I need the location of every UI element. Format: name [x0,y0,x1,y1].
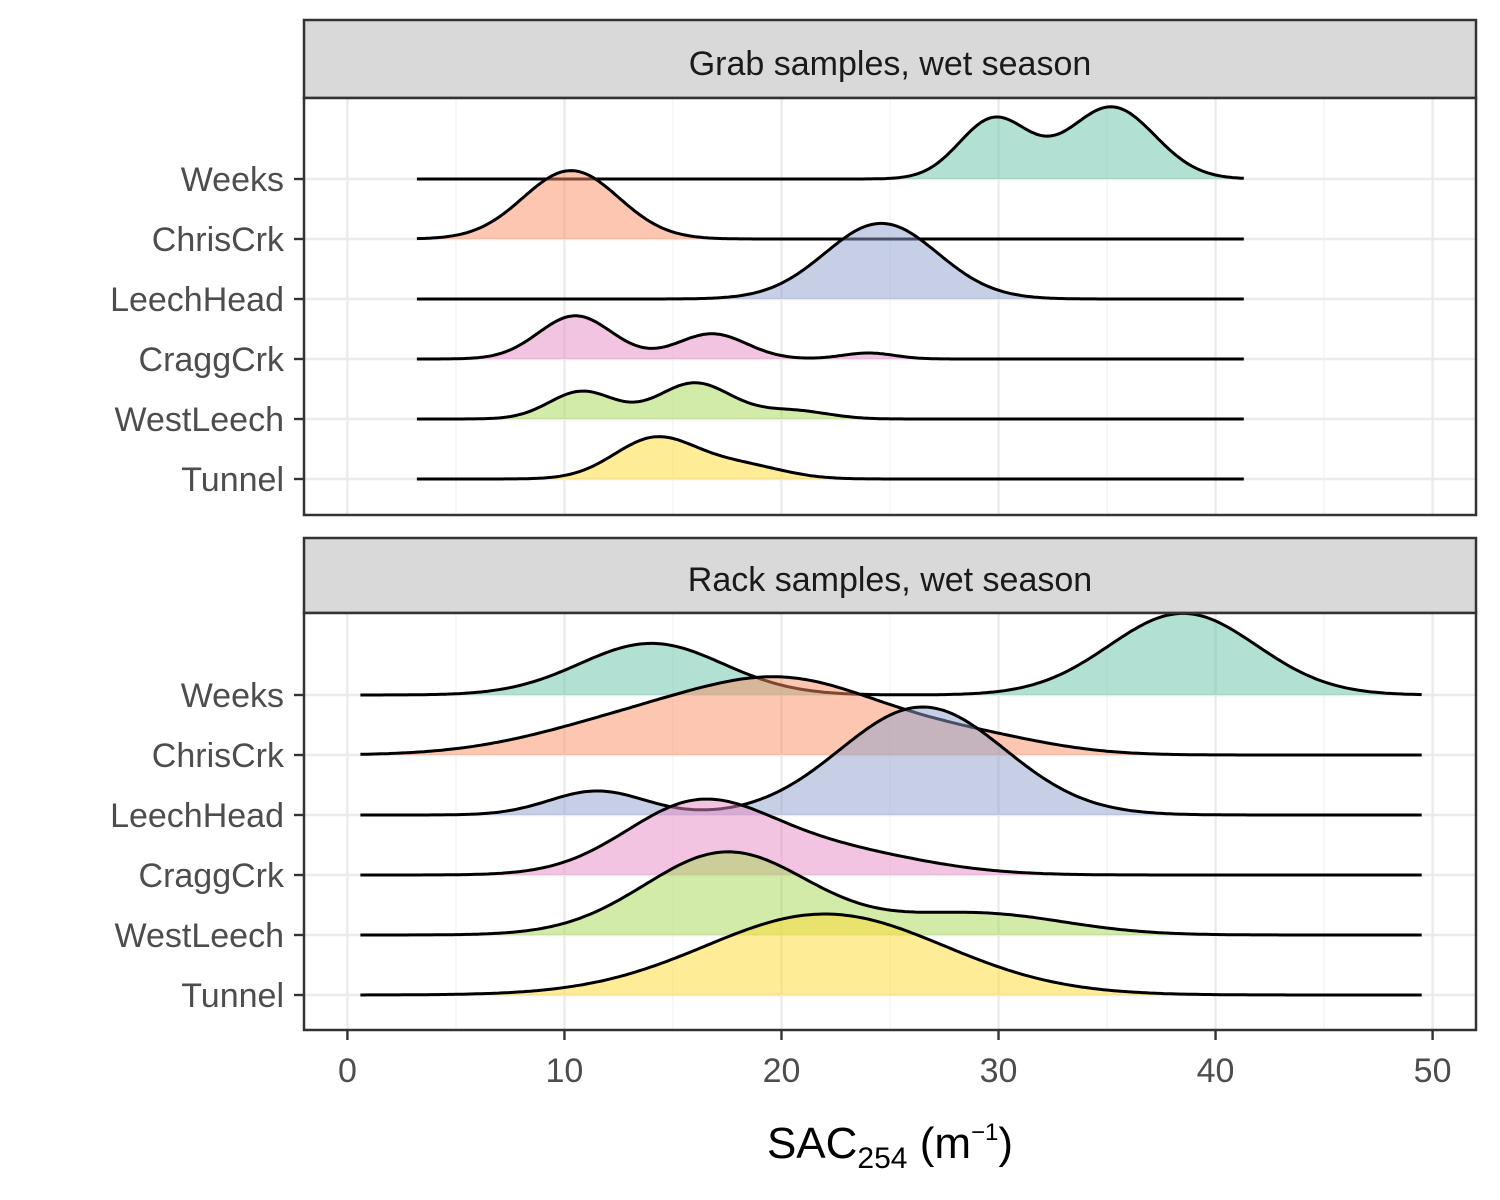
ridge-fill-westleech [416,382,1244,419]
x-tick-label: 10 [546,1052,584,1090]
ridge-line-chriscrk [360,675,1422,757]
ridge-fill-leechhead [360,707,1422,815]
ridge-line-leechhead [360,705,1422,817]
density-ridges [360,611,1422,997]
x-tick-label: 20 [763,1052,801,1090]
x-axis-title-unit-close: ) [998,1119,1013,1168]
ridge-fill-westleech [360,851,1422,935]
y-tick-label-weeks: Weeks [181,677,284,715]
ridge-line-chriscrk [416,169,1244,241]
x-axis-title-unit-open: (m [907,1119,971,1168]
ridge-fill-leechhead [416,223,1244,299]
x-tick-label: 30 [980,1052,1018,1090]
y-tick-label-leechhead: LeechHead [110,797,284,835]
y-tick-label-chriscrk: ChrisCrk [152,221,285,259]
x-axis-title: SAC254 (m−1) [767,1119,1013,1175]
y-tick-label-craggcrk: CraggCrk [139,341,285,379]
panel-title: Grab samples, wet season [689,45,1092,83]
y-tick-label-tunnel: Tunnel [181,461,284,499]
panel-grab-samples: Grab samples, wet season Tunnel WestLeech… [110,18,1478,517]
ridge-line-tunnel [360,912,1422,997]
density-ridges [416,105,1244,481]
ridge-line-westleech [360,850,1422,937]
y-axis: Tunnel WestLeech CraggCrk LeechHead ChrisCrk… [110,161,304,499]
ridge-fill-tunnel [360,914,1422,995]
x-axis-title-base: SAC [767,1119,857,1168]
x-tick-label: 40 [1197,1052,1235,1090]
y-tick-label-craggcrk: CraggCrk [139,857,285,895]
y-tick-label-tunnel: Tunnel [181,977,284,1015]
y-tick-label-leechhead: LeechHead [110,281,284,319]
panel-rack-samples: Rack samples, wet season Tunnel WestLeech… [110,536,1478,1032]
ridge-fill-weeks [416,106,1244,179]
ridge-line-leechhead [416,221,1244,301]
strip-background [302,536,1478,615]
x-axis: 0 10 20 30 40 50 [338,1030,1452,1090]
y-tick-label-weeks: Weeks [181,161,284,199]
x-tick-label: 50 [1414,1052,1452,1090]
ridge-line-craggcrk [416,314,1244,361]
y-tick-label-chriscrk: ChrisCrk [152,737,285,775]
ridge-line-weeks [360,611,1422,697]
y-tick-label-westleech: WestLeech [115,401,284,439]
ridge-line-tunnel [416,435,1244,481]
ridge-fill-craggcrk [360,799,1422,875]
y-tick-label-westleech: WestLeech [115,917,284,955]
ridge-line-westleech [416,381,1244,421]
plot-border [302,611,1478,1032]
panel-title: Rack samples, wet season [688,561,1092,599]
ridge-fill-craggcrk [416,315,1244,359]
ridge-fill-weeks [360,613,1422,695]
y-axis: Tunnel WestLeech CraggCrk LeechHead ChrisCrk… [110,677,304,1015]
ridge-fill-chriscrk [416,170,1244,239]
ridge-line-craggcrk [360,797,1422,877]
x-axis-title-superscript: −1 [971,1119,998,1146]
ridge-fill-tunnel [416,436,1244,479]
x-tick-label: 0 [338,1052,357,1090]
strip-background [302,18,1478,100]
plot-border [302,96,1478,517]
x-axis-title-subscript: 254 [857,1142,907,1175]
